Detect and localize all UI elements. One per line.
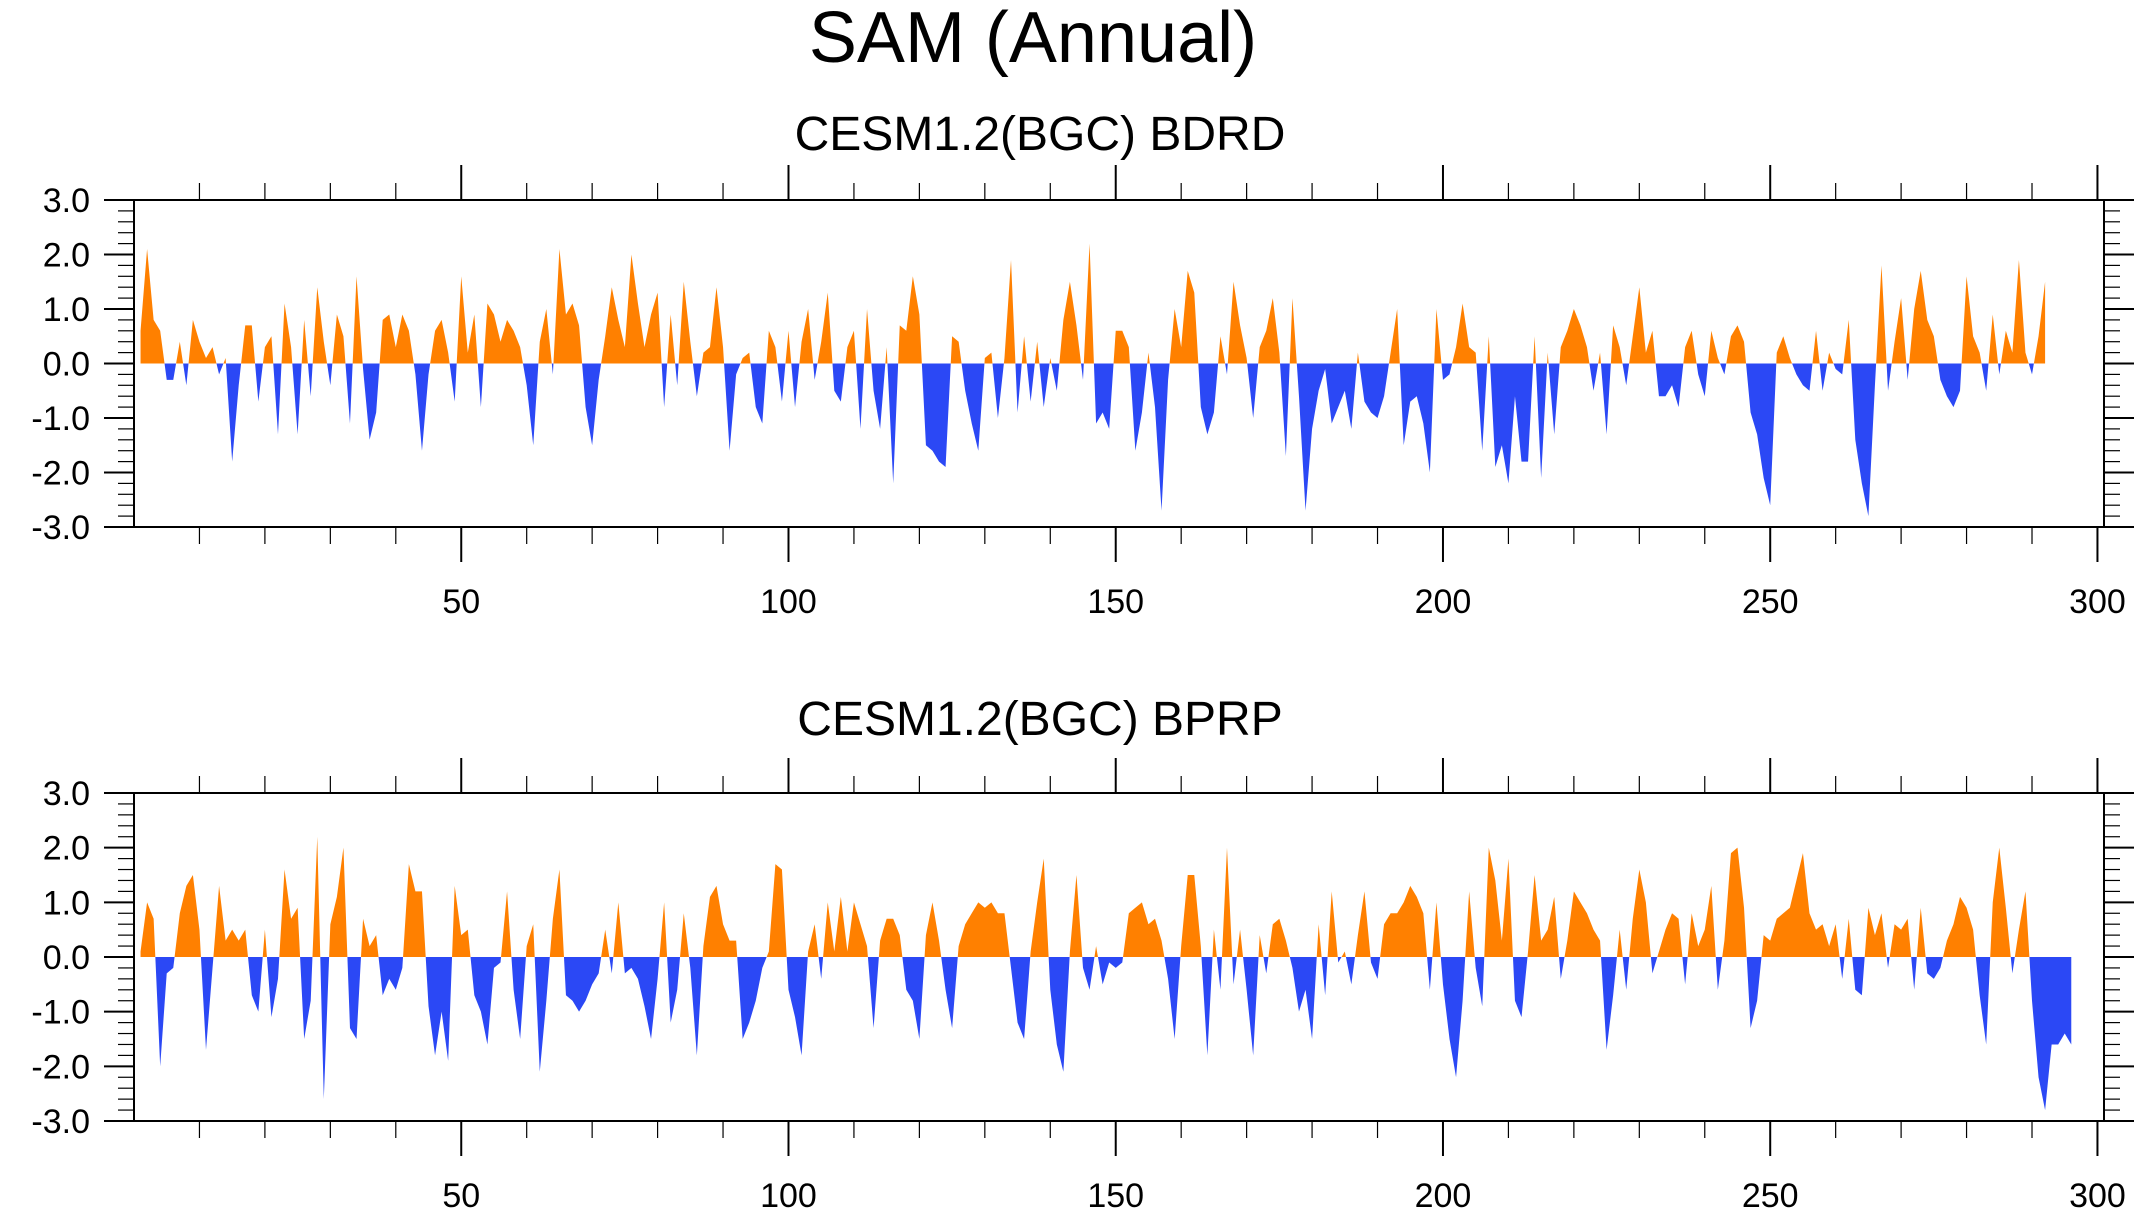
x-tick-label: 200	[1415, 1177, 1472, 1215]
y-tick-label: 1.0	[43, 291, 90, 329]
chart-title: CESM1.2(BGC) BDRD	[795, 108, 1286, 161]
y-tick-label: 3.0	[43, 182, 90, 220]
y-tick-label: -2.0	[31, 455, 90, 493]
chart-panel-bprp: CESM1.2(BGC) BPRP -3.0 -2.0 -1.0 0.0 1.0 2.0 3…	[31, 693, 2134, 1215]
negative-area-series	[140, 957, 2072, 1111]
x-tick-label: 300	[2069, 583, 2126, 621]
y-tick-label: 2.0	[43, 237, 90, 275]
y-tick-label: -1.0	[31, 994, 90, 1032]
x-tick-label: 200	[1415, 583, 1472, 621]
x-tick-label: 250	[1742, 1177, 1799, 1215]
figure-title: SAM (Annual)	[809, 0, 1257, 78]
x-tick-label: 300	[2069, 1177, 2126, 1215]
x-tick-label: 150	[1087, 1177, 1144, 1215]
x-tick-label: 100	[760, 1177, 817, 1215]
negative-area-series	[140, 363, 2046, 517]
x-tick-label: 50	[442, 1177, 480, 1215]
y-tick-label: 1.0	[43, 884, 90, 922]
y-tick-label: 0.0	[43, 346, 90, 384]
y-tick-label: 3.0	[43, 775, 90, 813]
x-tick-label: 150	[1087, 583, 1144, 621]
x-tick-label: 250	[1742, 583, 1799, 621]
y-tick-label: 0.0	[43, 939, 90, 977]
y-tick-label: -3.0	[31, 509, 90, 547]
y-tick-label: -3.0	[31, 1103, 90, 1141]
positive-area-series	[140, 836, 2072, 957]
y-tick-label: -1.0	[31, 400, 90, 438]
y-tick-label: 2.0	[43, 830, 90, 868]
chart-title: CESM1.2(BGC) BPRP	[797, 693, 1282, 746]
x-tick-label: 50	[442, 583, 480, 621]
y-tick-label: -2.0	[31, 1048, 90, 1086]
chart-panel-bdrd: CESM1.2(BGC) BDRD -3.0 -2.0 -1.0 0.0 1.0 2.0 3…	[31, 108, 2134, 621]
positive-area-series	[140, 243, 2046, 364]
x-tick-label: 100	[760, 583, 817, 621]
